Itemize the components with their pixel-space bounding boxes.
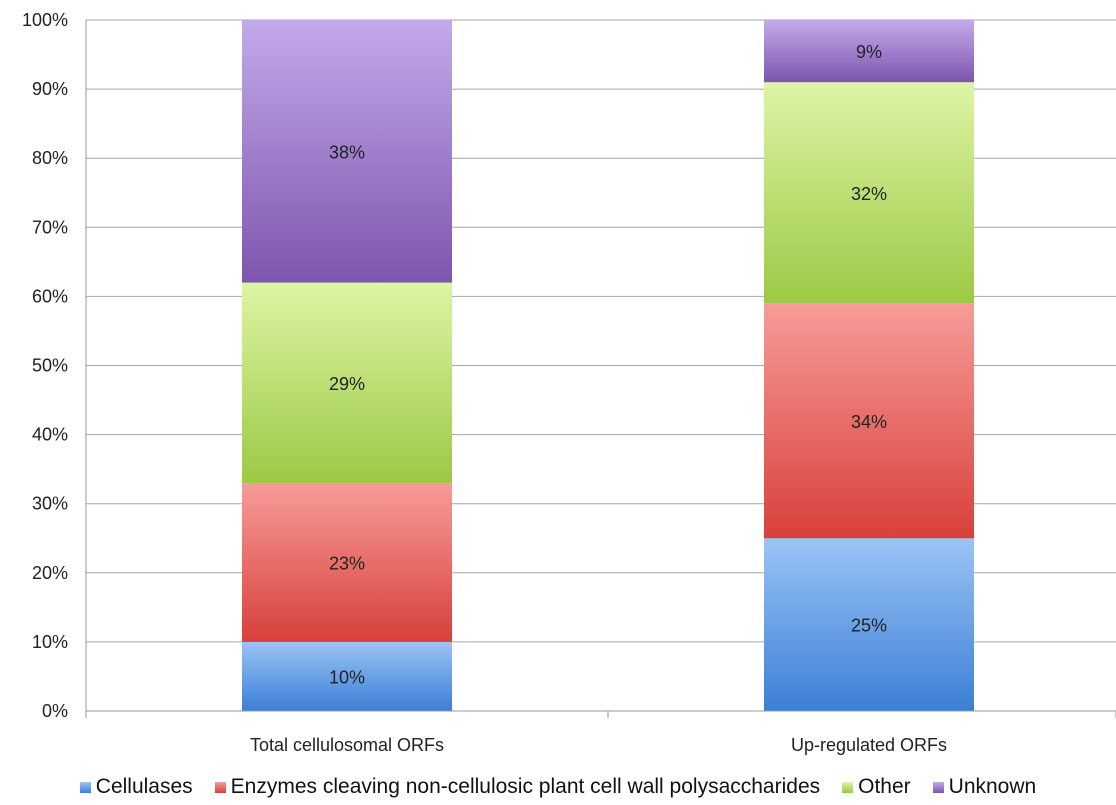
- data-label: 38%: [329, 142, 365, 162]
- bar-segment: [764, 538, 974, 711]
- legend-label: Enzymes cleaving non-cellulosic plant ce…: [230, 775, 821, 798]
- y-tick-label: 90%: [32, 79, 68, 99]
- bar-segment: [242, 282, 452, 483]
- data-label: 32%: [851, 184, 887, 204]
- bar-segment: [242, 482, 452, 642]
- legend-item: Unknown: [932, 775, 1037, 799]
- y-tick-label: 40%: [32, 425, 68, 445]
- y-tick-label: 50%: [32, 356, 68, 376]
- legend-swatch: [214, 781, 226, 793]
- legend-label: Other: [858, 775, 911, 798]
- bar-segment: [764, 82, 974, 304]
- y-tick-label: 60%: [32, 286, 68, 306]
- y-tick-label: 70%: [32, 217, 68, 237]
- y-tick-label: 100%: [22, 10, 68, 30]
- legend-swatch: [932, 781, 944, 793]
- legend-item: Other: [842, 775, 911, 799]
- bars: [242, 20, 974, 711]
- legend-label: Unknown: [948, 775, 1037, 798]
- y-tick-label: 10%: [32, 632, 68, 652]
- x-category-label: Total cellulosomal ORFs: [250, 735, 444, 755]
- bar-segment: [242, 20, 452, 283]
- data-label: 29%: [329, 374, 365, 394]
- data-label: 25%: [851, 616, 887, 636]
- y-tick-label: 80%: [32, 148, 68, 168]
- legend-swatch: [842, 781, 854, 793]
- bar-segment: [242, 641, 452, 711]
- y-tick-label: 20%: [32, 563, 68, 583]
- legend-item: Cellulases: [79, 775, 193, 799]
- data-label: 10%: [329, 667, 365, 687]
- y-axis-ticks: 0% 10% 20% 30% 40% 50% 60% 70% 80% 90% 100%: [22, 10, 68, 721]
- chart-legend: Cellulases Enzymes cleaving non-cellulosi…: [0, 772, 1116, 802]
- data-label: 9%: [856, 42, 882, 62]
- x-axis: [85, 20, 1116, 718]
- legend-label: Cellulases: [95, 775, 193, 798]
- y-tick-label: 0%: [42, 701, 68, 721]
- legend-swatch: [79, 781, 91, 793]
- y-tick-label: 30%: [32, 494, 68, 514]
- legend-item: Enzymes cleaving non-cellulosic plant ce…: [214, 775, 821, 799]
- x-axis-categories: Total cellulosomal ORFs Up-regulated ORFs: [250, 735, 947, 755]
- data-label: 23%: [329, 553, 365, 573]
- data-label: 34%: [851, 412, 887, 432]
- bar-segment: [764, 303, 974, 539]
- x-category-label: Up-regulated ORFs: [791, 735, 947, 755]
- segment-labels: 10% 23% 29% 38% 25% 34% 32% 9%: [329, 42, 887, 687]
- bar-segment: [764, 20, 974, 83]
